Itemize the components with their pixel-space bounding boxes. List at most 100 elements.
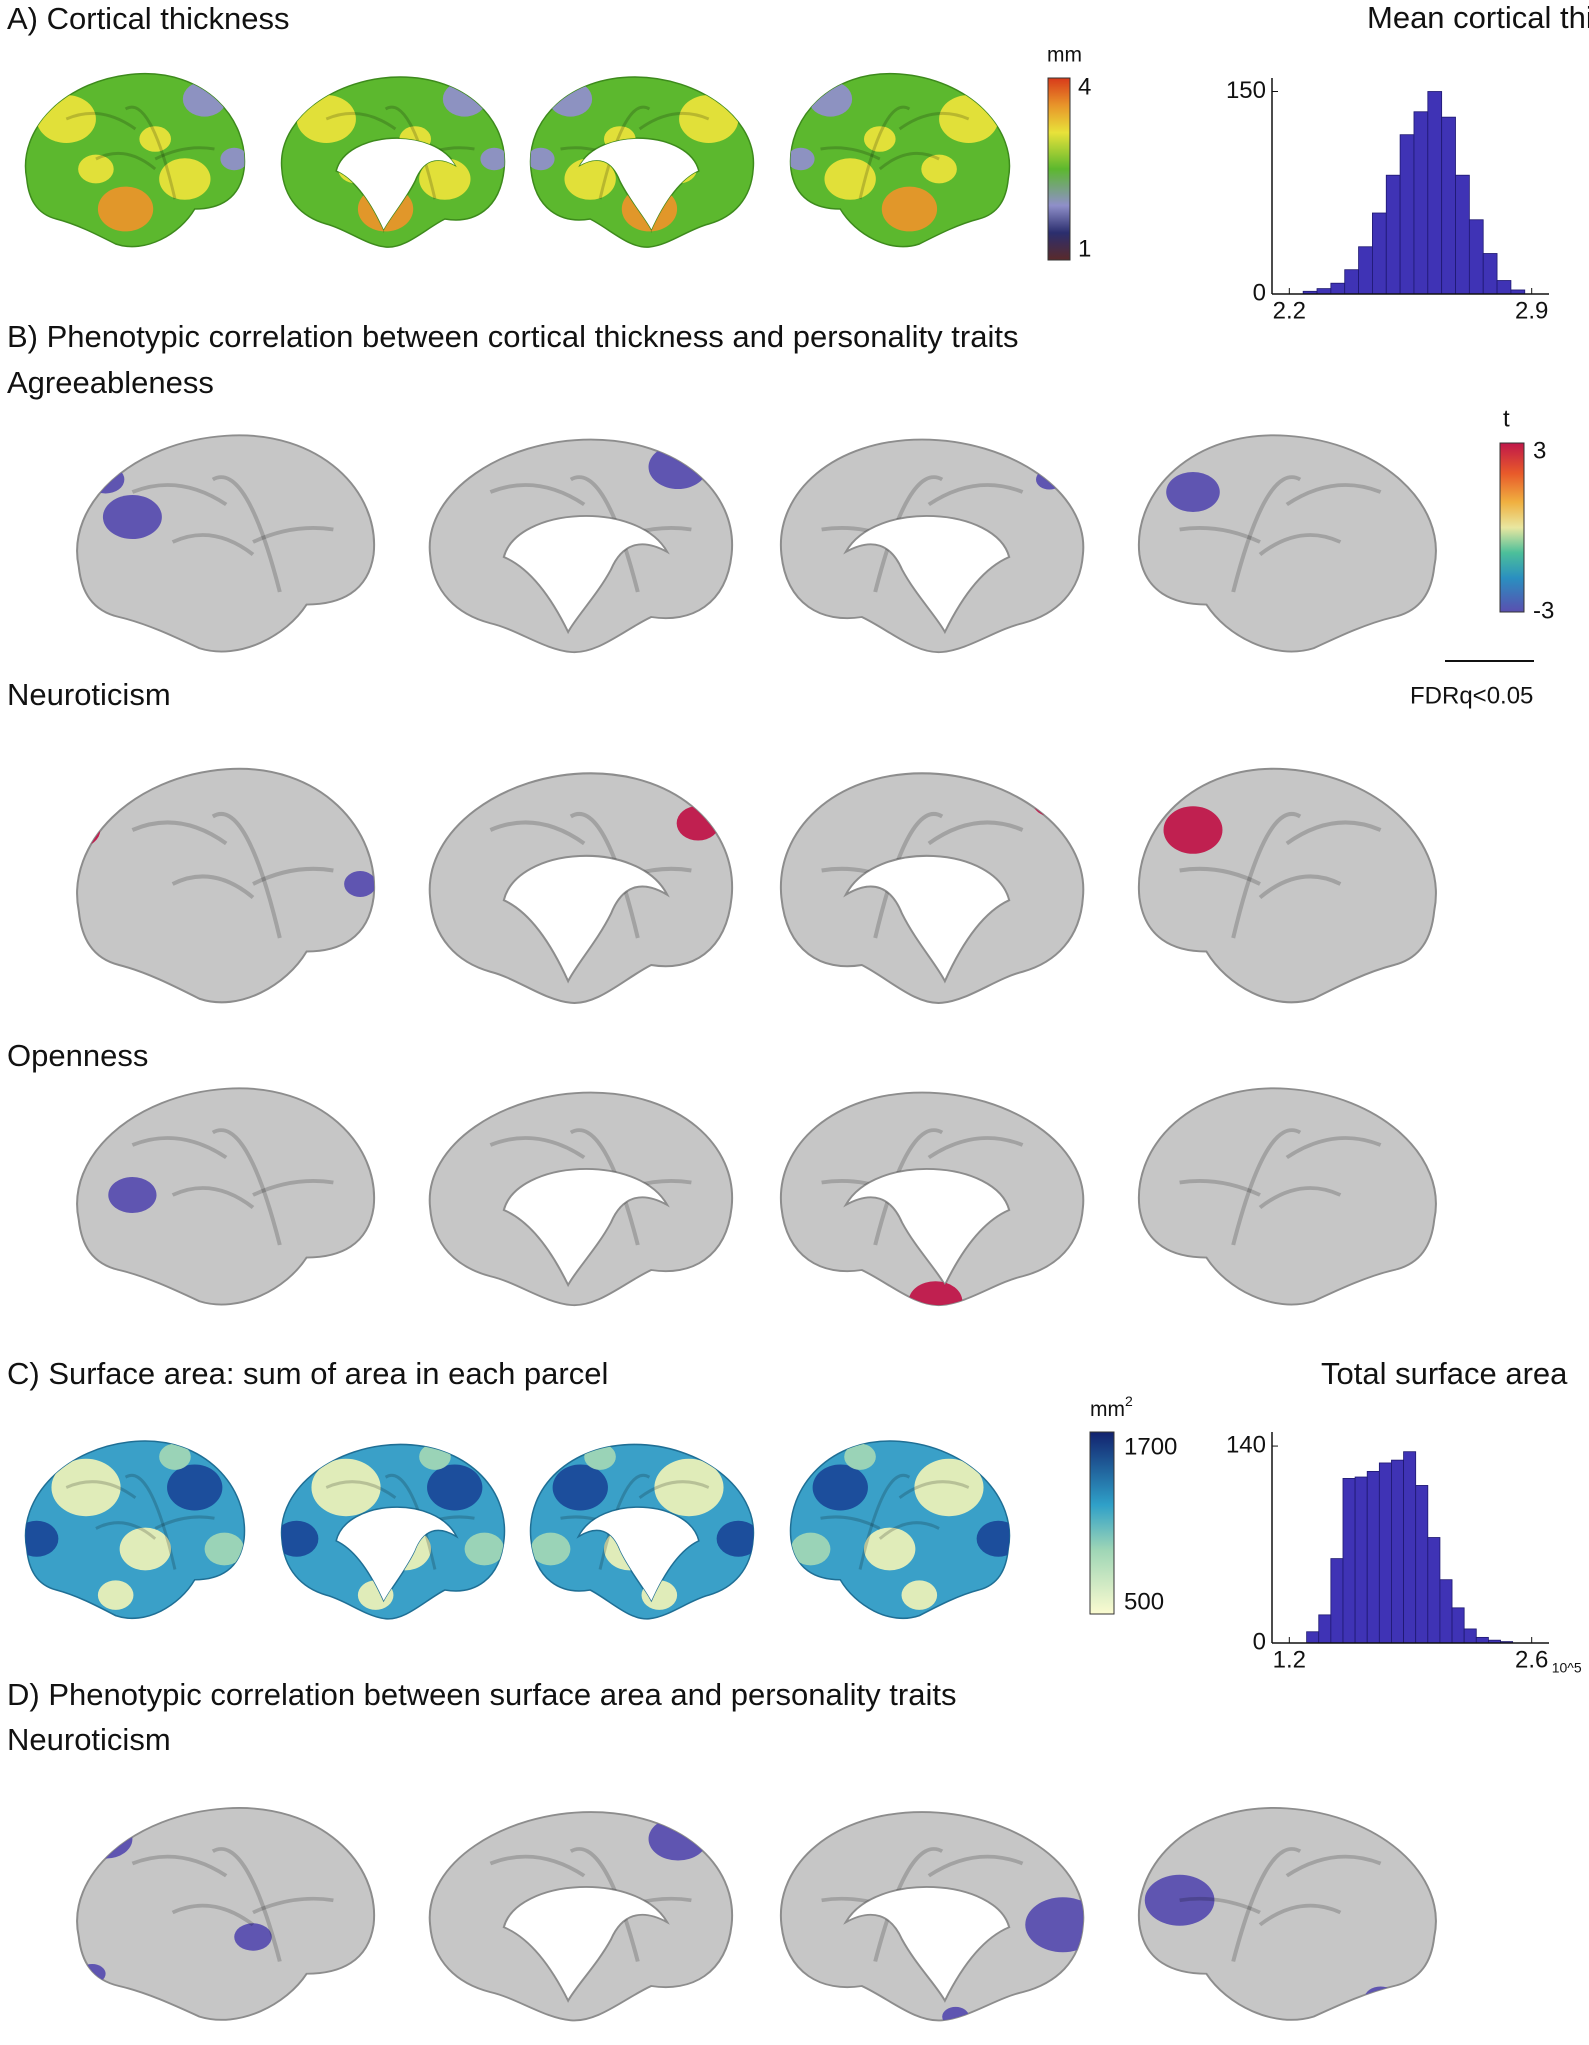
parcel bbox=[167, 1464, 223, 1511]
brain bbox=[779, 772, 1085, 1005]
sulcus bbox=[900, 1903, 984, 1927]
parcel bbox=[1033, 790, 1066, 816]
parcel bbox=[51, 1458, 121, 1517]
sulcus bbox=[384, 1474, 437, 1570]
parcel bbox=[86, 465, 125, 494]
sulcus bbox=[858, 105, 911, 200]
bar bbox=[1455, 174, 1470, 295]
brain-surface bbox=[76, 1806, 376, 2021]
bar bbox=[1403, 1451, 1417, 1644]
sulcus bbox=[131, 1136, 228, 1160]
brain bbox=[76, 767, 376, 1004]
sulcus bbox=[65, 111, 137, 131]
x-unit: 10^5 bbox=[1552, 1660, 1582, 1676]
parcel bbox=[603, 1527, 656, 1571]
parcel bbox=[530, 147, 555, 171]
sulcus bbox=[598, 1474, 651, 1570]
scale-bar-label: FDRq<0.05 bbox=[1410, 682, 1533, 709]
sulcus bbox=[1285, 820, 1382, 846]
bar bbox=[1366, 1470, 1380, 1644]
parcel bbox=[204, 1532, 245, 1566]
parcel bbox=[1166, 472, 1220, 512]
parcel bbox=[78, 1819, 133, 1859]
brain-patches bbox=[108, 1128, 334, 1246]
sulcus bbox=[252, 866, 334, 886]
parcel bbox=[419, 1444, 451, 1470]
sulcus bbox=[1231, 1847, 1302, 1962]
parcel bbox=[442, 81, 487, 117]
sulcus bbox=[252, 526, 334, 544]
sulcus bbox=[569, 475, 640, 593]
bar bbox=[1316, 288, 1332, 295]
sulcus bbox=[898, 111, 970, 131]
brain bbox=[76, 1087, 376, 1306]
row-label: Openness bbox=[7, 1038, 148, 1073]
colorbar-min: 500 bbox=[1124, 1588, 1164, 1615]
brain-surface bbox=[1137, 1087, 1437, 1306]
sulcus bbox=[171, 533, 255, 556]
colorbar-max: 1700 bbox=[1124, 1433, 1177, 1460]
parcel bbox=[921, 154, 957, 184]
bar bbox=[1441, 116, 1456, 295]
brain-surface bbox=[1137, 767, 1437, 1004]
bar bbox=[1330, 1558, 1344, 1644]
sulcus bbox=[529, 533, 613, 556]
bar bbox=[1342, 1478, 1356, 1644]
brain bbox=[76, 1806, 376, 2021]
sulcus bbox=[820, 146, 881, 161]
bar bbox=[1427, 1537, 1441, 1644]
bar bbox=[1358, 246, 1373, 295]
brain-surface bbox=[1137, 434, 1437, 653]
brain bbox=[428, 772, 734, 1005]
colorbar-max: 4 bbox=[1078, 73, 1091, 100]
colorbar-min: -3 bbox=[1533, 597, 1554, 624]
x-tick-label: 2.9 bbox=[1515, 297, 1548, 324]
parcel bbox=[1394, 1278, 1421, 1299]
sulcus bbox=[873, 475, 944, 593]
parcel bbox=[159, 1443, 191, 1470]
brain-patches bbox=[25, 1443, 245, 1610]
sulcus bbox=[171, 874, 255, 900]
brain bbox=[779, 438, 1085, 654]
sulcus bbox=[1258, 1186, 1342, 1209]
x-tick-label: 1.2 bbox=[1273, 1646, 1306, 1673]
parcel bbox=[78, 154, 114, 184]
parcel bbox=[427, 1464, 483, 1511]
bar bbox=[1439, 1579, 1453, 1644]
unit: mm bbox=[1090, 1398, 1125, 1421]
bar bbox=[1413, 111, 1429, 295]
brain bbox=[24, 72, 246, 248]
brain bbox=[1137, 767, 1437, 1004]
sulcus bbox=[638, 111, 710, 131]
sulcus bbox=[927, 1136, 1024, 1160]
sulcus bbox=[1179, 1179, 1261, 1197]
bar bbox=[1330, 282, 1346, 295]
parcel bbox=[281, 1520, 319, 1557]
sulcus bbox=[154, 146, 215, 161]
parcel bbox=[716, 1520, 754, 1557]
sulcus bbox=[355, 1521, 417, 1540]
parcel bbox=[881, 186, 938, 232]
parcel bbox=[942, 2006, 969, 2021]
colorbar-unit: t bbox=[1503, 405, 1510, 432]
sulcus bbox=[489, 483, 586, 507]
brain bbox=[24, 1440, 246, 1620]
parcel bbox=[220, 147, 245, 171]
panel-title: D) Phenotypic correlation between surfac… bbox=[7, 1677, 956, 1712]
sulcus bbox=[489, 820, 586, 846]
sulcus bbox=[1258, 533, 1342, 556]
sulcus bbox=[1231, 475, 1302, 593]
parcel bbox=[844, 1443, 876, 1470]
sulcus bbox=[878, 1521, 940, 1540]
sulcus bbox=[927, 820, 1024, 846]
bar bbox=[1427, 91, 1443, 295]
brain-surface bbox=[779, 1091, 1085, 1307]
sulcus bbox=[618, 151, 680, 171]
sulcus bbox=[65, 1480, 137, 1500]
sulcus bbox=[489, 1854, 586, 1878]
sulcus bbox=[1179, 866, 1261, 886]
colorbar bbox=[1047, 77, 1071, 261]
sulcus bbox=[873, 812, 944, 939]
brain bbox=[1137, 1087, 1437, 1306]
